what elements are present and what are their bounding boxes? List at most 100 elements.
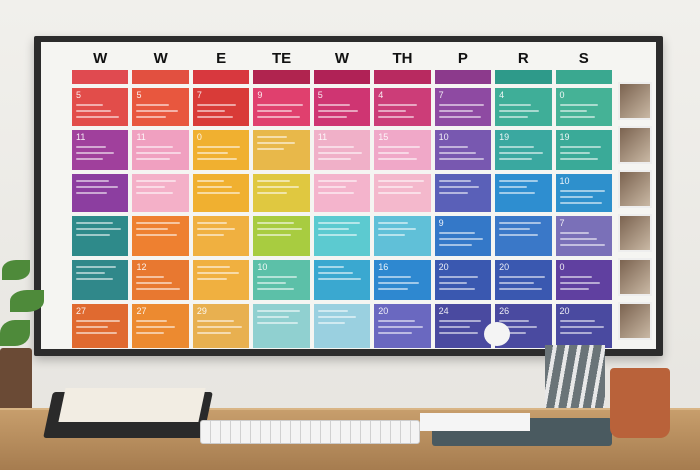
note-scribble xyxy=(136,320,167,322)
calendar-day-cell[interactable]: 0 xyxy=(555,88,612,126)
day-number: 15 xyxy=(378,132,389,142)
calendar-day-cell[interactable] xyxy=(132,174,189,212)
calendar-day-cell[interactable]: 10 xyxy=(253,260,310,300)
day-header: R xyxy=(517,50,529,67)
note-scribble xyxy=(257,136,287,138)
calendar-day-cell[interactable] xyxy=(192,216,250,256)
note-scribble xyxy=(559,104,598,106)
note-scribble xyxy=(136,228,169,230)
calendar-day-cell[interactable]: 29 xyxy=(192,304,250,348)
note-scribble xyxy=(76,228,122,230)
header-strip-cell xyxy=(192,70,250,84)
calendar-day-cell[interactable] xyxy=(132,216,189,256)
calendar-day-cell[interactable]: 15 xyxy=(374,130,431,170)
note-scribble xyxy=(559,202,602,204)
note-scribble xyxy=(257,104,303,106)
calendar-day-cell[interactable]: 9 xyxy=(434,216,492,256)
calendar-day-cell[interactable] xyxy=(374,174,431,212)
calendar-day-cell[interactable] xyxy=(253,130,310,170)
note-scribble xyxy=(257,276,298,278)
calendar-day-cell[interactable] xyxy=(313,216,371,256)
note-scribble xyxy=(136,288,181,290)
calendar-day-cell[interactable] xyxy=(313,174,371,212)
calendar-day-cell[interactable]: 0 xyxy=(192,130,250,170)
calendar-day-cell[interactable]: 9 xyxy=(253,88,310,126)
day-number: 0 xyxy=(559,90,565,100)
calendar-day-cell[interactable]: 7 xyxy=(434,88,492,126)
calendar-day-cell[interactable]: 24 xyxy=(434,304,492,348)
calendar-day-cell[interactable] xyxy=(434,174,492,212)
calendar-day-cell[interactable]: 7 xyxy=(192,88,250,126)
note-scribble xyxy=(438,158,485,160)
note-scribble xyxy=(76,180,110,182)
calendar-day-cell[interactable] xyxy=(495,174,552,212)
calendar-day-cell[interactable]: 0 xyxy=(555,260,612,300)
calendar-day-cell[interactable] xyxy=(192,174,250,212)
calendar-day-cell[interactable]: 20 xyxy=(374,304,431,348)
note-scribble xyxy=(257,234,291,236)
calendar-day-cell[interactable] xyxy=(253,174,310,212)
note-scribble xyxy=(559,196,594,198)
note-scribble xyxy=(196,320,234,322)
day-number: 12 xyxy=(136,262,147,272)
calendar-day-cell[interactable]: 5 xyxy=(313,88,371,126)
note-scribble xyxy=(438,180,472,182)
calendar-day-cell[interactable]: 4 xyxy=(374,88,431,126)
calendar-day-cell[interactable]: 10 xyxy=(434,130,492,170)
note-scribble xyxy=(76,326,109,328)
note-scribble xyxy=(257,116,300,118)
calendar-day-cell[interactable]: 11 xyxy=(72,130,129,170)
note-scribble xyxy=(196,158,237,160)
note-scribble xyxy=(76,266,117,268)
calendar-day-cell[interactable]: 12 xyxy=(132,260,189,300)
photo-strip xyxy=(618,82,652,344)
calendar-day-cell[interactable] xyxy=(253,216,310,256)
calendar-day-cell[interactable] xyxy=(192,260,250,300)
calendar-day-cell[interactable]: 20 xyxy=(495,260,552,300)
calendar-day-cell[interactable]: 5 xyxy=(72,88,129,126)
note-scribble xyxy=(136,152,181,154)
note-scribble xyxy=(559,190,605,192)
note-scribble xyxy=(317,152,362,154)
note-scribble xyxy=(76,192,107,194)
calendar-day-cell[interactable] xyxy=(313,260,371,300)
day-number: 27 xyxy=(136,306,147,316)
calendar-day-cell[interactable]: 20 xyxy=(434,260,492,300)
header-strip-cell xyxy=(495,70,552,84)
note-scribble xyxy=(499,146,535,148)
note-scribble xyxy=(559,158,599,160)
calendar-day-cell[interactable]: 19 xyxy=(555,130,612,170)
note-scribble xyxy=(76,146,107,148)
calendar-day-cell[interactable] xyxy=(374,216,431,256)
calendar-day-cell[interactable]: 4 xyxy=(495,88,552,126)
note-scribble xyxy=(559,244,606,246)
calendar-day-cell[interactable]: 20 xyxy=(555,304,612,348)
keyboard[interactable] xyxy=(200,420,420,444)
calendar-day-cell[interactable]: 5 xyxy=(132,88,189,126)
calendar-day-cell[interactable]: 16 xyxy=(374,260,431,300)
day-header: W xyxy=(93,50,108,67)
calendar-day-cell[interactable]: 11 xyxy=(313,130,371,170)
note-scribble xyxy=(196,326,242,328)
calendar-day-cell[interactable] xyxy=(72,216,129,256)
day-header: TE xyxy=(271,50,292,67)
day-number: 27 xyxy=(76,306,87,316)
calendar-day-cell[interactable]: 27 xyxy=(132,304,189,348)
calendar-day-cell[interactable] xyxy=(253,304,310,348)
calendar-day-cell[interactable] xyxy=(313,304,371,348)
calendar-day-cell[interactable]: 10 xyxy=(555,174,612,212)
calendar-day-cell[interactable]: 19 xyxy=(495,130,552,170)
note-scribble xyxy=(438,244,472,246)
note-scribble xyxy=(257,222,294,224)
note-scribble xyxy=(76,110,111,112)
calendar-day-cell[interactable] xyxy=(72,174,129,212)
calendar-day-cell[interactable] xyxy=(72,260,129,300)
calendar-day-cell[interactable] xyxy=(495,216,552,256)
calendar-day-cell[interactable]: 11 xyxy=(132,130,189,170)
note-scribble xyxy=(136,326,176,328)
calendar-day-cell[interactable]: 7 xyxy=(555,216,612,256)
calendar-day-cell[interactable]: 27 xyxy=(72,304,129,348)
note-scribble xyxy=(257,228,302,230)
note-scribble xyxy=(378,158,418,160)
day-number: 0 xyxy=(559,262,565,272)
